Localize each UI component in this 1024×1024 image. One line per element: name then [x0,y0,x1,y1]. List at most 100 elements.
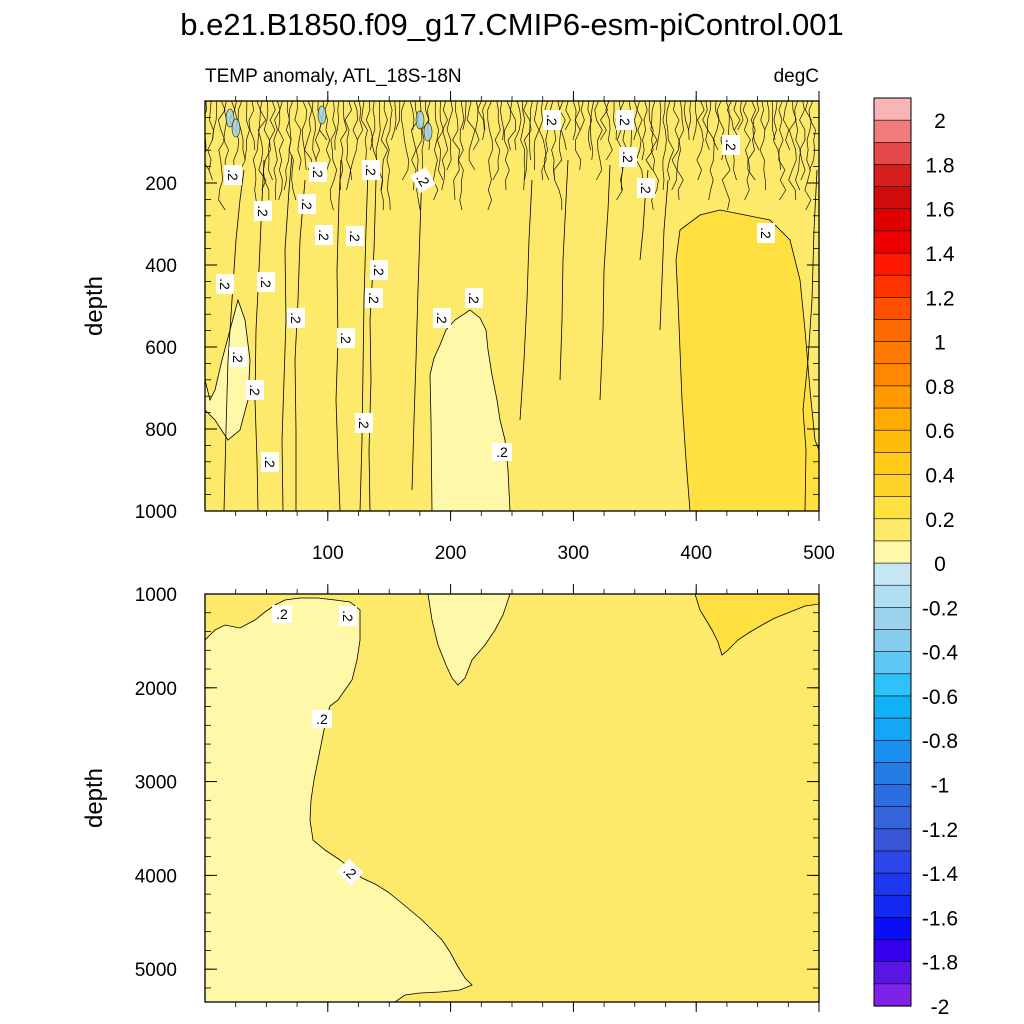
contour-label-bg [433,308,451,328]
contour-label-bg [410,166,436,194]
colorbar-box [873,784,912,808]
contour-label-bg [272,605,292,623]
colorbar-box [873,385,912,409]
noise-contour-line [409,101,415,131]
noise-contour-line [437,101,444,181]
noise-contour-line [688,101,692,131]
noise-contour-line [600,101,608,141]
colorbar-tick-label: -0.8 [922,730,958,753]
x-tick-label: 500 [803,543,835,564]
contour-label: .2 [312,710,332,728]
noise-contour-line [212,101,218,141]
colorbar-tick-label: 1.2 [925,287,954,310]
x-tick-label: 100 [312,543,344,564]
noise-contour-line [339,101,348,191]
noise-contour-line [380,101,388,210]
y-tick-label: 1000 [135,502,177,523]
contour-label-bg [339,606,357,626]
y-tick-label: 3000 [135,773,177,794]
contour-label: .2 [315,225,333,245]
upper-contour-labels: .2 .2 .2 .2 .2 .2 .2 .2 .2 .2 .2 .2 .2 .2 .2 .2 .2 .2 .2 .2… [216,110,775,472]
noise-contour-line [696,101,705,181]
noise-contour-line [572,101,577,141]
colorbar-box [873,762,912,786]
noise-contour-line [217,101,226,211]
colorbar-tick-label: -2 [931,996,950,1019]
contour-label: .2 [410,166,436,194]
contour-label-bg [287,308,305,328]
contour-label-bg [346,226,364,246]
lower-contours: .2 .2 .2 .2 [205,594,819,1002]
colorbar-box [873,186,912,210]
contour-label-bg [365,288,383,308]
contour-label-text: .2 [723,139,739,151]
colorbar-tick-label: 1.6 [925,199,954,222]
contour-label: .2 [492,443,512,461]
contour-label-bg [465,288,483,308]
lower-contour-labels: .2 .2 .2 .2 [272,605,364,886]
noise-contour-line [594,101,603,181]
colorbar-box [873,651,912,675]
contour-label: .2 [287,308,305,328]
colorbar-box [873,739,912,763]
noise-contour-line [645,101,654,171]
noise-contour-line [772,101,781,171]
colorbar-tick-label: 1 [934,332,946,355]
noise-contour-line [500,101,505,141]
cool-spot [231,118,241,138]
contour-label: .2 [246,380,264,400]
noise-contour-line [641,101,648,161]
colorbar-box [873,97,912,121]
contour-label-bg [298,194,316,214]
colorbar-box [873,828,912,852]
noise-contour-line [559,101,567,151]
contour-label: .2 [370,260,388,280]
contour-label-text: .2 [758,227,774,239]
contour-label-text: .2 [338,332,354,344]
lower-ylabel: depth [81,768,108,828]
colorbar-box [873,407,912,431]
noise-contour-line [365,101,374,151]
noise-contour-line [799,101,806,181]
noise-contour-line [462,101,467,131]
contour-label-text: .2 [356,417,372,429]
noise-contour-line [564,101,571,131]
contour-label: .2 [261,452,279,472]
upper-panel: .2 .2 .2 .2 .2 .2 .2 .2 .2 .2 .2 .2 .2 .2 .2 .2 .2 .2 .2 .2… [81,91,835,564]
colorbar-box [873,496,912,520]
contour-label-text: .2 [247,384,263,396]
lower-fill-light-tongue [427,594,511,686]
noise-contour-line [273,101,281,201]
y-tick-label: 800 [145,420,177,441]
noise-contour-line [385,101,393,211]
noise-contour-line [707,101,715,201]
contour-label-bg [722,135,740,155]
contour-label-bg [543,110,561,130]
contour-label-text: .2 [276,606,288,622]
colorbar-tick-label: 0.8 [925,376,954,399]
noise-contour-line [356,101,364,141]
noise-contour-line [683,101,690,141]
noise-contour-line [263,101,271,201]
colorbar-box [873,961,912,985]
cool-spot [317,105,327,125]
contour-label-bg [757,223,775,243]
noise-contour-line [278,101,284,201]
contour-label-text: .2 [262,456,278,468]
contour-label-bg [312,710,332,728]
noise-contour-line [671,101,680,191]
contour-label: .2 [757,223,775,243]
contour-label-bg [246,380,264,400]
contour-label-bg [637,178,655,198]
noise-contour-line [737,101,744,131]
contour-label: .2 [637,178,655,198]
colorbar-tick-label: 1.4 [925,243,955,266]
upper-contours: .2 .2 .2 .2 .2 .2 .2 .2 .2 .2 .2 .2 .2 .2 .2 .2 .2 .2 .2 .2… [205,101,819,511]
noise-contour-line [778,101,787,201]
contour-label: .2 [616,110,634,130]
noise-contour-line [533,101,540,171]
colorbar-tick-label: 1.8 [925,154,954,177]
contour-label-bg [309,162,327,182]
noise-contour-line [223,101,229,170]
colorbar-box [873,518,912,542]
